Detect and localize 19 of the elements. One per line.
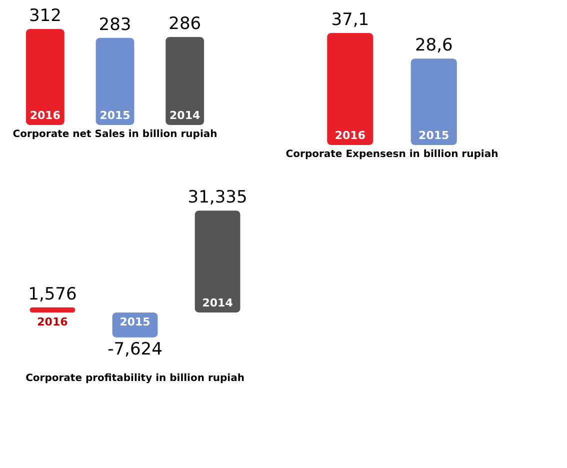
x-tick-label: 2016 — [30, 109, 61, 122]
x-tick-label: 2015 — [418, 129, 450, 142]
x-tick-label: 2014 — [170, 109, 200, 122]
text: Corporate profitability in billion rupiah — [26, 373, 244, 384]
data-label: -7,624 — [108, 339, 162, 360]
data-label: 312 — [28, 6, 62, 26]
text: Corporate net Sales in billion rupiah — [12, 129, 218, 140]
text: Corporate Expensesn in billion rupiah — [286, 149, 498, 160]
data-label: 283 — [98, 14, 132, 35]
data-label: 37,1 — [331, 10, 370, 30]
x-tick-label: 2014 — [202, 296, 234, 310]
x-tick-label: 2015 — [100, 109, 130, 122]
data-label: 28,6 — [414, 36, 453, 56]
x-tick-label: 2016 — [37, 316, 68, 329]
data-label: 286 — [168, 14, 202, 34]
data-label: 31,335 — [188, 188, 248, 208]
x-tick-label: 2016 — [334, 129, 366, 142]
x-tick-label: 2015 — [120, 316, 150, 329]
data-label: 1,576 — [28, 284, 77, 304]
